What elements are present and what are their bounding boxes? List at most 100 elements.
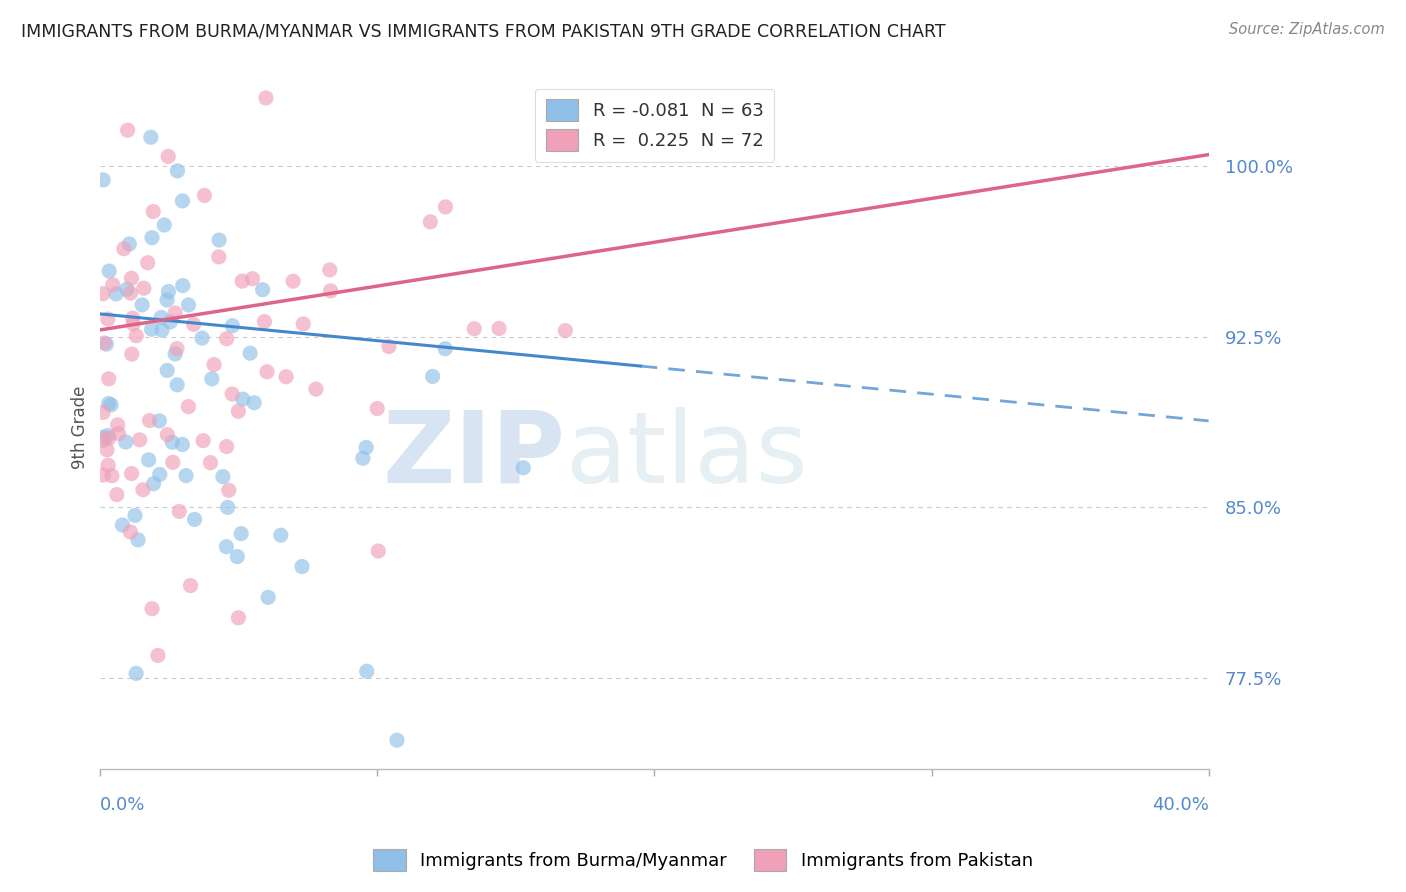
Point — [125, 666, 148, 681]
Text: Source: ZipAtlas.com: Source: ZipAtlas.com — [1229, 22, 1385, 37]
Y-axis label: 9th Grade: 9th Grade — [72, 386, 89, 469]
Point — [115, 282, 138, 296]
Point — [165, 306, 187, 320]
Point — [150, 310, 173, 325]
Point — [385, 733, 408, 747]
Point — [93, 335, 115, 350]
Point — [162, 435, 184, 450]
Point — [172, 278, 194, 293]
Point — [118, 237, 141, 252]
Point — [239, 346, 262, 360]
Legend: R = -0.081  N = 63, R =  0.225  N = 72: R = -0.081 N = 63, R = 0.225 N = 72 — [534, 88, 775, 161]
Point — [228, 611, 250, 625]
Text: IMMIGRANTS FROM BURMA/MYANMAR VS IMMIGRANTS FROM PAKISTAN 9TH GRADE CORRELATION : IMMIGRANTS FROM BURMA/MYANMAR VS IMMIGRA… — [21, 22, 946, 40]
Point — [191, 434, 214, 448]
Point — [221, 318, 243, 333]
Point — [242, 271, 264, 285]
Point — [149, 467, 172, 482]
Point — [217, 500, 239, 515]
Point — [174, 468, 197, 483]
Point — [156, 363, 179, 377]
Point — [105, 286, 128, 301]
Point — [121, 467, 143, 481]
Point — [114, 435, 136, 450]
Point — [191, 331, 214, 345]
Point — [96, 442, 118, 457]
Point — [93, 433, 115, 447]
Point — [291, 559, 314, 574]
Point — [200, 456, 222, 470]
Point — [111, 518, 134, 533]
Text: atlas: atlas — [565, 407, 807, 503]
Point — [159, 315, 181, 329]
Point — [157, 149, 180, 163]
Point — [148, 414, 170, 428]
Point — [179, 578, 201, 592]
Point — [141, 601, 163, 615]
Text: ZIP: ZIP — [382, 407, 565, 503]
Point — [117, 123, 139, 137]
Point — [165, 347, 187, 361]
Point — [252, 283, 274, 297]
Point — [419, 215, 441, 229]
Text: 0.0%: 0.0% — [100, 797, 146, 814]
Point — [138, 414, 160, 428]
Point — [356, 665, 378, 679]
Legend: Immigrants from Burma/Myanmar, Immigrants from Pakistan: Immigrants from Burma/Myanmar, Immigrant… — [366, 842, 1040, 879]
Point — [97, 458, 120, 472]
Point — [98, 431, 121, 445]
Point — [141, 322, 163, 336]
Point — [354, 441, 377, 455]
Point — [201, 372, 224, 386]
Point — [100, 398, 122, 412]
Point — [97, 312, 120, 326]
Point — [226, 549, 249, 564]
Point — [91, 405, 114, 419]
Point — [221, 387, 243, 401]
Point — [142, 204, 165, 219]
Point — [257, 591, 280, 605]
Point — [107, 417, 129, 432]
Point — [554, 324, 576, 338]
Point — [183, 318, 205, 332]
Point — [136, 256, 159, 270]
Point — [128, 433, 150, 447]
Point — [281, 274, 304, 288]
Point — [131, 298, 153, 312]
Point — [274, 369, 297, 384]
Point — [121, 347, 143, 361]
Point — [434, 342, 457, 356]
Point — [488, 321, 510, 335]
Point — [434, 200, 457, 214]
Point — [91, 286, 114, 301]
Point — [243, 395, 266, 409]
Point — [132, 483, 155, 497]
Point — [232, 392, 254, 406]
Point — [172, 437, 194, 451]
Point — [177, 400, 200, 414]
Point — [156, 427, 179, 442]
Point — [120, 271, 142, 285]
Point — [153, 218, 176, 232]
Point — [231, 274, 253, 288]
Point — [367, 544, 389, 558]
Point — [139, 130, 162, 145]
Point — [96, 337, 118, 351]
Point — [218, 483, 240, 498]
Point — [270, 528, 292, 542]
Point — [112, 242, 135, 256]
Point — [256, 365, 278, 379]
Point — [105, 487, 128, 501]
Point — [253, 315, 276, 329]
Point — [352, 451, 374, 466]
Point — [183, 512, 205, 526]
Point — [305, 382, 328, 396]
Point — [141, 230, 163, 244]
Point — [101, 468, 124, 483]
Point — [142, 476, 165, 491]
Point — [121, 311, 143, 326]
Point — [166, 342, 188, 356]
Point — [157, 285, 180, 299]
Point — [162, 455, 184, 469]
Point — [167, 504, 190, 518]
